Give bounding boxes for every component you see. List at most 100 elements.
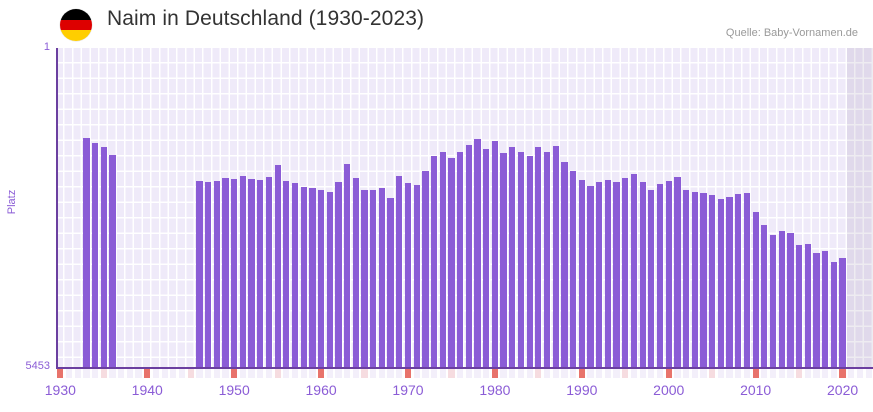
x-tick-1943 <box>170 369 177 378</box>
bar-1987[interactable] <box>552 146 559 367</box>
bar-2017[interactable] <box>813 253 820 367</box>
bar-1947[interactable] <box>204 182 212 367</box>
x-tick-1951 <box>239 369 246 378</box>
bar-1989[interactable] <box>570 171 577 367</box>
bar-1991[interactable] <box>587 186 594 367</box>
x-tick-1958 <box>300 369 307 378</box>
bar-1981[interactable] <box>500 152 507 367</box>
bar-1978[interactable] <box>474 139 481 367</box>
bar-2010[interactable] <box>752 212 759 367</box>
bar-1936[interactable] <box>109 154 116 367</box>
bar-1946[interactable] <box>196 180 203 367</box>
bar-2011[interactable] <box>761 225 768 367</box>
bar-1950[interactable] <box>231 178 238 367</box>
bar-2002[interactable] <box>683 189 690 367</box>
y-axis-tick-top: 1 <box>43 41 50 53</box>
bar-1974[interactable] <box>439 151 446 367</box>
x-tick-1988 <box>561 369 568 378</box>
bar-2006[interactable] <box>717 199 725 367</box>
bar-1964[interactable] <box>352 177 359 367</box>
bar-2016[interactable] <box>804 243 811 367</box>
bar-1933[interactable] <box>83 137 90 367</box>
bar-2020[interactable] <box>839 257 846 367</box>
bar-1980[interactable] <box>491 140 499 367</box>
bar-1983[interactable] <box>517 151 525 367</box>
x-axis-label-1980: 1980 <box>479 382 511 398</box>
bar-1951[interactable] <box>239 175 246 367</box>
bar-1968[interactable] <box>387 198 394 367</box>
bar-1975[interactable] <box>448 158 455 367</box>
x-tick-1987 <box>552 369 559 378</box>
bar-1985[interactable] <box>535 147 542 367</box>
x-tick-1997 <box>639 369 646 378</box>
bar-1995[interactable] <box>622 177 629 367</box>
bar-1966[interactable] <box>370 189 377 367</box>
x-tick-1960 <box>317 369 325 378</box>
bar-2004[interactable] <box>700 192 707 367</box>
bar-1979[interactable] <box>483 149 490 367</box>
bar-1957[interactable] <box>291 183 299 367</box>
bar-1984[interactable] <box>526 156 533 367</box>
bar-2014[interactable] <box>787 232 794 367</box>
bar-1992[interactable] <box>596 182 603 367</box>
x-tick-1967 <box>378 369 386 378</box>
bar-1959[interactable] <box>309 188 316 367</box>
bar-1996[interactable] <box>630 174 638 367</box>
bar-2000[interactable] <box>665 180 672 367</box>
bar-1977[interactable] <box>465 145 472 367</box>
bar-1993[interactable] <box>604 179 612 367</box>
bar-1972[interactable] <box>422 171 429 367</box>
bar-1949[interactable] <box>222 177 229 367</box>
bar-1962[interactable] <box>335 182 342 367</box>
bar-1934[interactable] <box>91 142 99 367</box>
bar-2019[interactable] <box>830 262 837 367</box>
bar-1990[interactable] <box>578 179 585 367</box>
bar-2013[interactable] <box>778 230 785 367</box>
bar-1998[interactable] <box>648 189 655 367</box>
x-tick-1968 <box>387 369 394 378</box>
bar-2008[interactable] <box>735 193 742 367</box>
bar-1986[interactable] <box>543 151 551 367</box>
x-tick-2008 <box>735 369 742 378</box>
bar-1971[interactable] <box>413 185 420 367</box>
bar-2005[interactable] <box>709 194 716 367</box>
x-tick-1930 <box>57 369 64 378</box>
bar-2009[interactable] <box>743 192 751 367</box>
bar-1963[interactable] <box>344 163 351 367</box>
bar-1955[interactable] <box>274 165 281 367</box>
bar-1956[interactable] <box>283 180 290 367</box>
bar-2012[interactable] <box>769 235 777 367</box>
x-tick-1979 <box>483 369 490 378</box>
bar-1952[interactable] <box>248 178 255 367</box>
bar-1973[interactable] <box>430 156 438 367</box>
x-tick-1984 <box>526 369 533 378</box>
bar-2001[interactable] <box>674 176 681 367</box>
x-tick-1959 <box>309 369 316 378</box>
bar-2007[interactable] <box>726 197 733 367</box>
bar-1965[interactable] <box>361 189 368 367</box>
bar-2003[interactable] <box>691 191 698 367</box>
bar-1953[interactable] <box>257 179 264 367</box>
bar-1967[interactable] <box>378 188 386 367</box>
bar-1961[interactable] <box>326 191 333 367</box>
bar-1999[interactable] <box>656 184 664 367</box>
bar-1969[interactable] <box>396 175 403 367</box>
bar-2015[interactable] <box>795 244 803 367</box>
bar-1976[interactable] <box>457 151 464 367</box>
x-axis-label-1970: 1970 <box>392 382 424 398</box>
bar-1970[interactable] <box>404 183 412 367</box>
bar-1988[interactable] <box>561 161 568 367</box>
x-tick-1976 <box>457 369 464 378</box>
bar-1954[interactable] <box>265 176 273 367</box>
bar-1935[interactable] <box>100 146 107 367</box>
x-tick-1934 <box>91 369 99 378</box>
bar-1994[interactable] <box>613 182 620 367</box>
chart-plot-area <box>56 48 873 369</box>
bar-1997[interactable] <box>639 182 646 367</box>
bar-1958[interactable] <box>300 187 307 367</box>
bar-2018[interactable] <box>822 251 829 367</box>
bar-1960[interactable] <box>317 189 325 367</box>
bar-1948[interactable] <box>213 180 220 367</box>
bar-1982[interactable] <box>509 147 516 367</box>
x-axis-tick-strip <box>56 369 873 378</box>
